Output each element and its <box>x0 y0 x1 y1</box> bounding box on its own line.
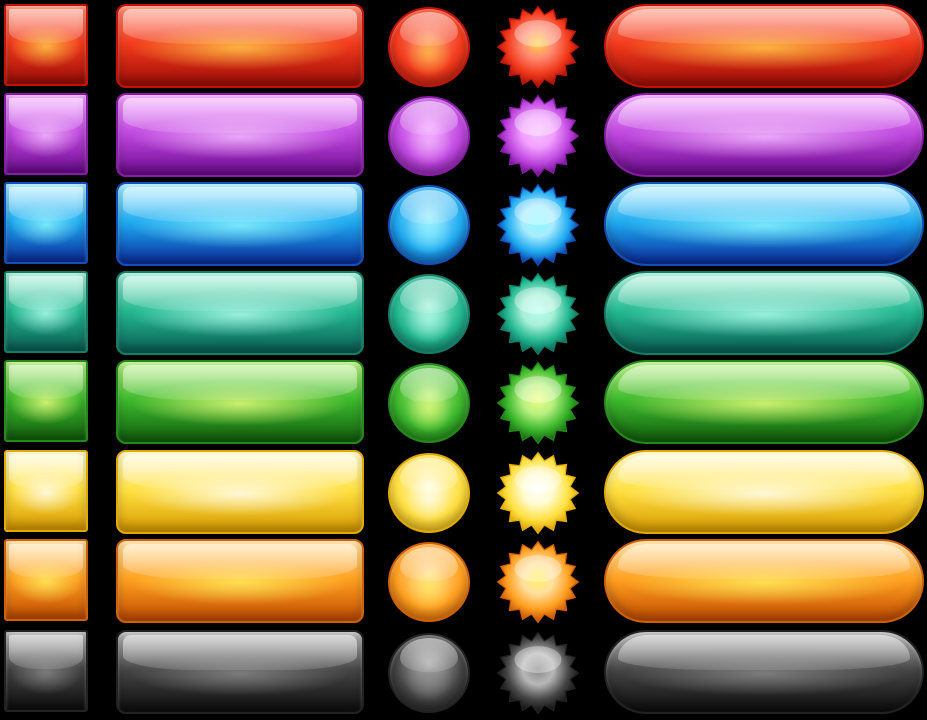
rectangle-button-purple[interactable] <box>116 93 364 177</box>
starburst-button-yellow[interactable] <box>496 451 580 535</box>
starburst-button-blue[interactable] <box>496 183 580 267</box>
rectangle-button-red[interactable] <box>116 4 364 88</box>
gloss-highlight <box>9 455 83 489</box>
pill-button-purple[interactable] <box>604 93 924 177</box>
rectangle-button-black[interactable] <box>116 630 364 714</box>
gloss-highlight <box>9 9 83 43</box>
gloss-highlight <box>123 98 357 133</box>
square-button-teal[interactable] <box>4 271 88 353</box>
starburst-button-red[interactable] <box>496 5 580 89</box>
gloss-highlight <box>400 12 458 46</box>
gloss-highlight <box>514 376 562 403</box>
starburst-button-green[interactable] <box>496 361 580 445</box>
starburst-button-purple[interactable] <box>496 94 580 178</box>
gloss-highlight <box>618 544 910 579</box>
gloss-highlight <box>123 544 357 579</box>
gloss-highlight <box>514 109 562 136</box>
rectangle-button-teal[interactable] <box>116 271 364 355</box>
square-button-orange[interactable] <box>4 539 88 621</box>
gloss-highlight <box>618 98 910 133</box>
pill-button-orange[interactable] <box>604 539 924 623</box>
gloss-highlight <box>400 190 458 224</box>
gloss-highlight <box>514 287 562 314</box>
pill-button-black[interactable] <box>604 630 924 714</box>
gloss-highlight <box>514 198 562 225</box>
gloss-highlight <box>123 9 357 44</box>
gloss-highlight <box>400 638 458 672</box>
gloss-highlight <box>514 20 562 47</box>
rectangle-button-orange[interactable] <box>116 539 364 623</box>
circle-button-green[interactable] <box>388 363 470 443</box>
gloss-highlight <box>400 547 458 581</box>
gloss-highlight <box>123 187 357 222</box>
gloss-highlight <box>123 276 357 311</box>
starburst-button-black[interactable] <box>496 631 580 715</box>
square-button-green[interactable] <box>4 360 88 442</box>
gloss-highlight <box>9 276 83 310</box>
gloss-highlight <box>9 544 83 578</box>
rectangle-button-yellow[interactable] <box>116 450 364 534</box>
starburst-button-orange[interactable] <box>496 540 580 624</box>
gloss-highlight <box>123 455 357 490</box>
gloss-highlight <box>514 466 562 493</box>
gloss-highlight <box>9 187 83 221</box>
circle-button-blue[interactable] <box>388 185 470 265</box>
rectangle-button-green[interactable] <box>116 360 364 444</box>
gloss-highlight <box>123 635 357 670</box>
gloss-highlight <box>9 365 83 399</box>
pill-button-blue[interactable] <box>604 182 924 266</box>
circle-button-purple[interactable] <box>388 96 470 176</box>
circle-button-black[interactable] <box>388 633 470 713</box>
gloss-highlight <box>514 646 562 673</box>
gloss-highlight <box>514 555 562 582</box>
gloss-highlight <box>400 458 458 492</box>
gloss-highlight <box>618 9 910 44</box>
rectangle-button-blue[interactable] <box>116 182 364 266</box>
pill-button-red[interactable] <box>604 4 924 88</box>
gloss-highlight <box>9 98 83 132</box>
square-button-black[interactable] <box>4 630 88 712</box>
square-button-red[interactable] <box>4 4 88 86</box>
gloss-highlight <box>618 365 910 400</box>
gloss-highlight <box>618 635 910 670</box>
gloss-highlight <box>618 455 910 490</box>
circle-button-teal[interactable] <box>388 274 470 354</box>
pill-button-yellow[interactable] <box>604 450 924 534</box>
circle-button-red[interactable] <box>388 7 470 87</box>
square-button-yellow[interactable] <box>4 450 88 532</box>
pill-button-green[interactable] <box>604 360 924 444</box>
gloss-highlight <box>400 101 458 135</box>
circle-button-yellow[interactable] <box>388 453 470 533</box>
gloss-highlight <box>618 187 910 222</box>
gloss-highlight <box>618 276 910 311</box>
square-button-purple[interactable] <box>4 93 88 175</box>
gloss-highlight <box>400 368 458 402</box>
gloss-highlight <box>400 279 458 313</box>
circle-button-orange[interactable] <box>388 542 470 622</box>
pill-button-teal[interactable] <box>604 271 924 355</box>
starburst-button-teal[interactable] <box>496 272 580 356</box>
gloss-highlight <box>9 635 83 669</box>
gloss-highlight <box>123 365 357 400</box>
square-button-blue[interactable] <box>4 182 88 264</box>
